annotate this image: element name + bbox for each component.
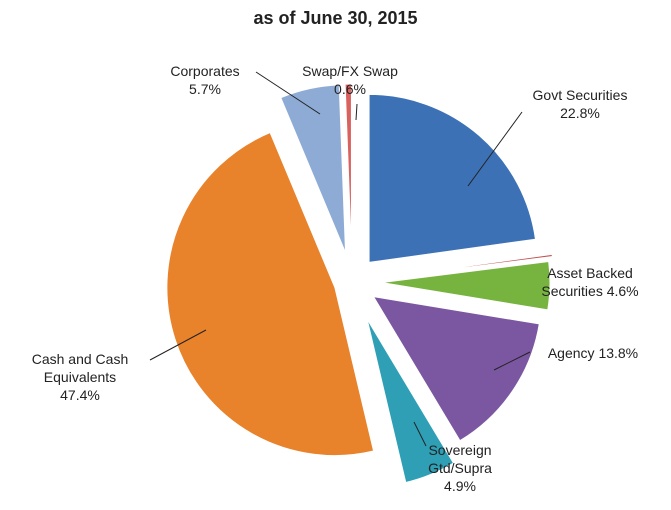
pie-slice (366, 318, 455, 484)
pie-slice (372, 295, 540, 442)
slice-label: Corporates 5.7% (150, 62, 260, 98)
leader-line (355, 103, 358, 121)
leader-line (413, 421, 427, 447)
pie-slice (368, 93, 537, 263)
category-name: Corporates (170, 63, 240, 79)
leader-line (467, 111, 523, 187)
slice-label: Govt Securities 22.8% (520, 86, 640, 122)
slice-label: Sovereign Gtd/Supra 4.9% (410, 441, 510, 495)
category-name: Sovereign Gtd/Supra (428, 442, 492, 476)
pie-slice (385, 253, 553, 279)
category-name: Swap/FX Swap (302, 63, 398, 79)
value-label: 0.6% (334, 81, 366, 97)
category-name: Asset Backed Securities (541, 265, 633, 299)
slice-label: Agency 13.8% (528, 344, 658, 362)
pie-slice (344, 83, 352, 253)
value-label: 5.7% (189, 81, 221, 97)
category-name: Govt Securities (532, 87, 628, 103)
leader-line (149, 329, 207, 361)
value-label: 22.8% (560, 105, 600, 121)
value-label: 4.9% (444, 478, 476, 494)
value-label: 47.4% (60, 387, 100, 403)
leader-line (255, 71, 321, 115)
value-label: 13.8% (598, 345, 639, 361)
category-name: Cash and Cash Equivalents (31, 351, 129, 385)
chart-title: as of June 30, 2015 (253, 8, 418, 28)
slice-label: Asset Backed Securities 4.6% (530, 264, 650, 300)
category-name: Agency (547, 345, 595, 361)
pie-slice (166, 131, 375, 457)
pie-slice (381, 260, 551, 311)
slice-label: Swap/FX Swap 0.6% (290, 62, 410, 98)
slice-label: Cash and Cash Equivalents 47.4% (10, 350, 150, 404)
leader-line (493, 351, 531, 371)
pie-slice (280, 84, 347, 253)
value-label: 4.6% (606, 283, 639, 299)
